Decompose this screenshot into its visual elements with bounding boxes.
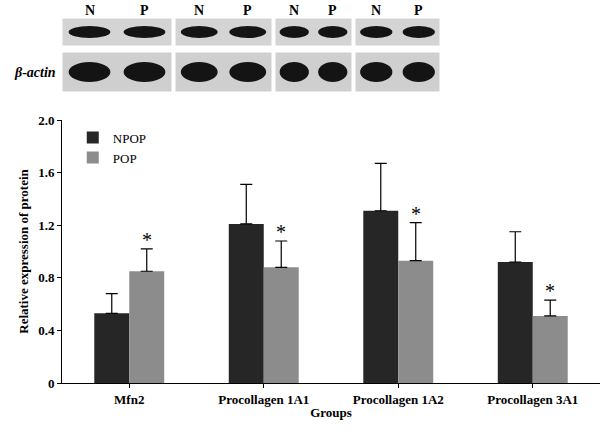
svg-text:0.4: 0.4 (38, 323, 55, 338)
svg-text:*: * (276, 221, 286, 243)
svg-text:Groups: Groups (310, 405, 352, 420)
svg-text:N: N (194, 3, 204, 18)
svg-text:2.0: 2.0 (38, 113, 54, 128)
svg-text:POP: POP (113, 151, 137, 166)
svg-text:1.6: 1.6 (38, 165, 55, 180)
svg-text:P: P (243, 3, 252, 18)
svg-text:N: N (289, 3, 299, 18)
svg-text:β-actin: β-actin (14, 65, 56, 80)
svg-text:Procollagen 3A1: Procollagen 3A1 (487, 392, 578, 407)
svg-text:N: N (85, 3, 95, 18)
svg-text:*: * (545, 280, 555, 302)
svg-text:P: P (140, 3, 149, 18)
svg-text:P: P (328, 3, 337, 18)
svg-text:0: 0 (48, 376, 55, 391)
svg-text:1.2: 1.2 (38, 218, 54, 233)
svg-text:*: * (411, 203, 421, 225)
svg-text:N: N (371, 3, 381, 18)
svg-text:Mfn2: Mfn2 (114, 392, 144, 407)
svg-text:NPOP: NPOP (113, 131, 146, 146)
svg-text:Procollagen 1A2: Procollagen 1A2 (353, 392, 444, 407)
svg-text:*: * (142, 229, 152, 251)
svg-text:0.8: 0.8 (38, 270, 55, 285)
svg-text:Relative expression of protein: Relative expression of protein (16, 168, 31, 333)
svg-text:P: P (414, 3, 423, 18)
svg-text:Procollagen 1A1: Procollagen 1A1 (218, 392, 309, 407)
